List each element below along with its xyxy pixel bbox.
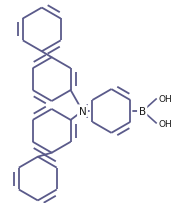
Text: B: B: [139, 106, 146, 116]
Text: OH: OH: [158, 120, 172, 129]
Text: N: N: [79, 106, 86, 116]
Text: OH: OH: [158, 94, 172, 103]
